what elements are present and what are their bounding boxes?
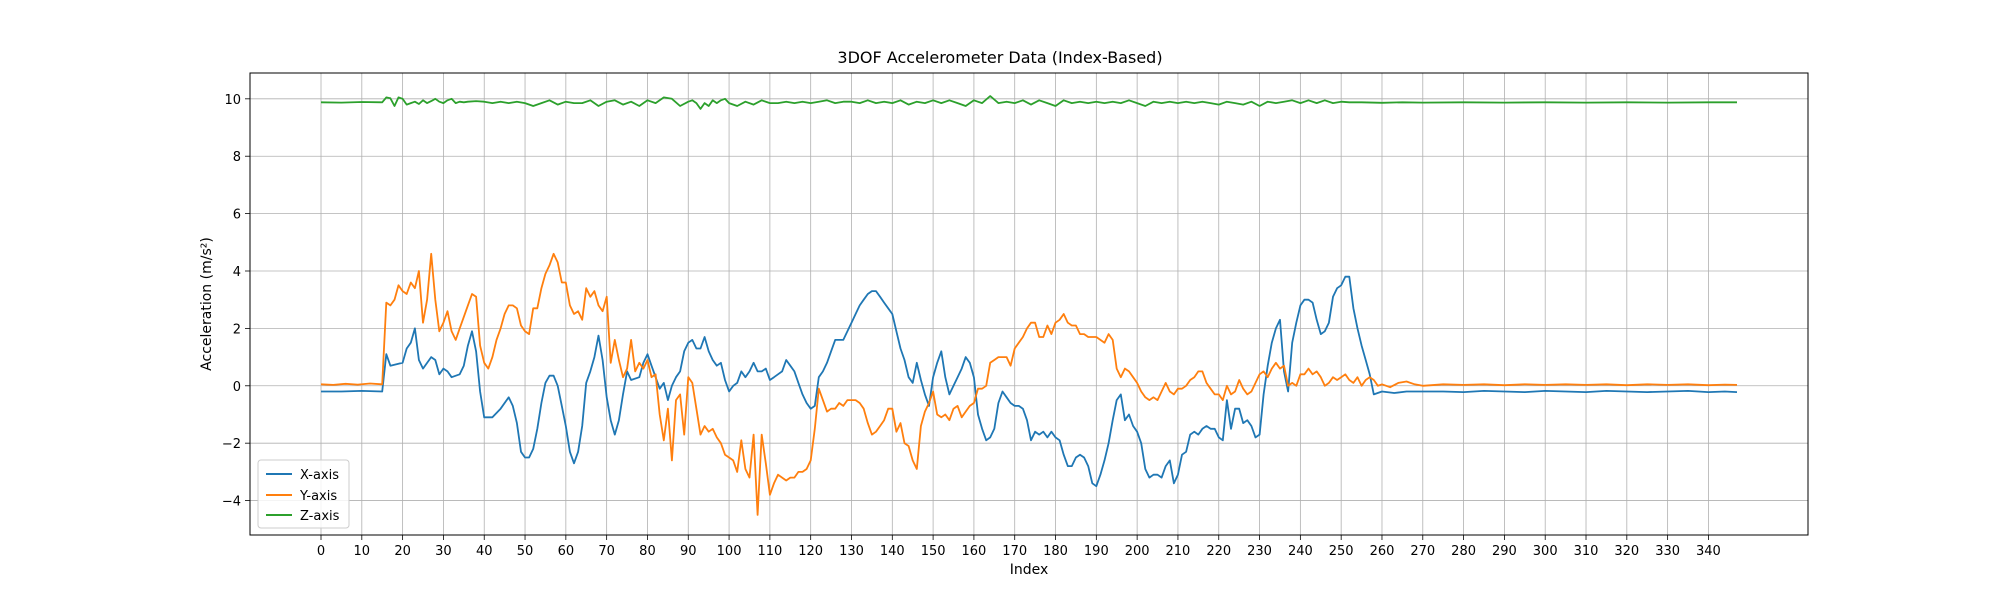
series-line-x-axis <box>321 275 1738 488</box>
x-tick-label: 230 <box>1247 544 1272 559</box>
x-tick-label: 310 <box>1574 544 1599 559</box>
x-tick-label: 280 <box>1451 544 1476 559</box>
x-tick-label: 210 <box>1166 544 1191 559</box>
y-tick-label: 6 <box>233 208 241 223</box>
legend-label-z-axis: Z-axis <box>300 509 340 524</box>
x-tick-label: 160 <box>961 544 986 559</box>
tick-layer: 0 10 20 30 40 50 60 70 80 90 100 110 120 130 140 150 160… <box>222 93 1721 559</box>
x-tick-label: 240 <box>1288 544 1313 559</box>
y-tick-label: 4 <box>233 265 241 280</box>
legend: X-axis Y-axis Z-axis <box>257 459 350 529</box>
x-tick-label: 260 <box>1370 544 1395 559</box>
x-tick-label: 0 <box>317 544 325 559</box>
x-tick-label: 130 <box>839 544 864 559</box>
x-tick-label: 300 <box>1533 544 1558 559</box>
x-tick-label: 20 <box>394 544 411 559</box>
plot-frame <box>249 72 1809 536</box>
legend-label-x-axis: X-axis <box>300 468 339 483</box>
series-line-z-axis <box>320 95 1737 110</box>
x-tick-label: 170 <box>1002 544 1027 559</box>
x-tick-label: 340 <box>1696 544 1721 559</box>
x-tick-label: 50 <box>517 544 534 559</box>
y-axis-label: Acceleration (m/s²) <box>199 237 215 371</box>
x-tick-label: 290 <box>1492 544 1517 559</box>
x-tick-label: 190 <box>1084 544 1109 559</box>
series-line-y-axis <box>320 252 1738 516</box>
y-tick-label: −2 <box>222 437 241 452</box>
x-tick-label: 270 <box>1410 544 1435 559</box>
x-tick-label: 100 <box>717 544 742 559</box>
x-tick-label: 150 <box>921 544 946 559</box>
y-tick-label: 10 <box>224 93 241 108</box>
series-layer <box>320 95 1738 516</box>
x-tick-label: 250 <box>1329 544 1354 559</box>
x-tick-label: 10 <box>354 544 371 559</box>
x-tick-label: 90 <box>680 544 697 559</box>
y-tick-label: 2 <box>233 322 241 337</box>
x-tick-label: 80 <box>639 544 656 559</box>
y-tick-label: 8 <box>233 150 241 165</box>
x-tick-label: 200 <box>1125 544 1150 559</box>
x-axis-label: Index <box>1010 562 1049 578</box>
x-tick-label: 30 <box>435 544 452 559</box>
legend-label-y-axis: Y-axis <box>299 489 337 504</box>
x-tick-label: 120 <box>798 544 823 559</box>
x-tick-label: 70 <box>598 544 615 559</box>
legend-box <box>257 459 350 529</box>
x-tick-label: 40 <box>476 544 493 559</box>
x-tick-label: 220 <box>1206 544 1231 559</box>
x-tick-label: 140 <box>880 544 905 559</box>
y-tick-label: 0 <box>233 380 241 395</box>
x-tick-label: 110 <box>757 544 782 559</box>
y-tick-label: −4 <box>222 495 241 510</box>
x-tick-label: 180 <box>1043 544 1068 559</box>
x-tick-label: 320 <box>1614 544 1639 559</box>
chart-title: 3DOF Accelerometer Data (Index-Based) <box>837 48 1162 67</box>
x-tick-label: 330 <box>1655 544 1680 559</box>
x-tick-label: 60 <box>558 544 575 559</box>
